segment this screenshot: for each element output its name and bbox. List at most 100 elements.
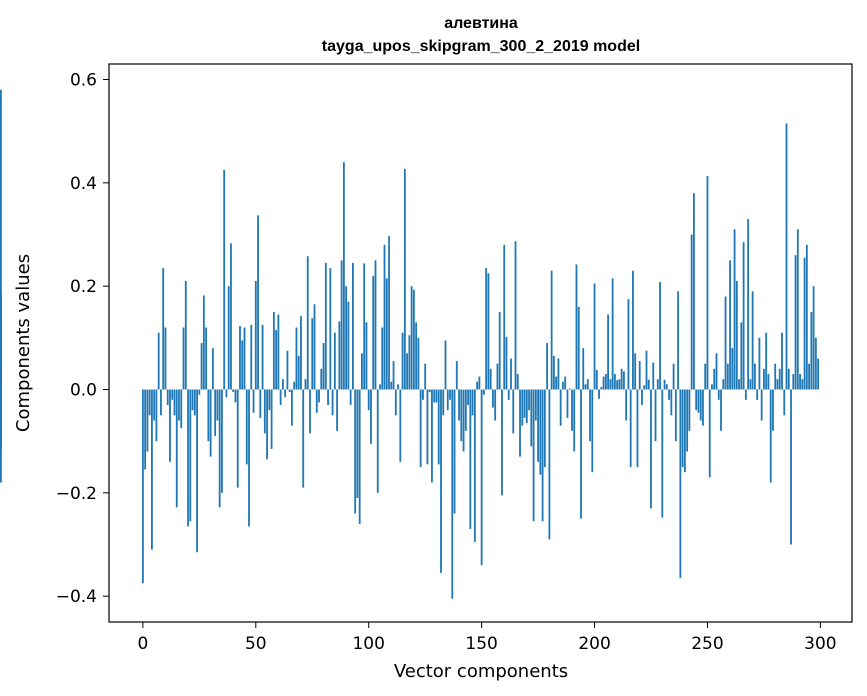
bar (279, 389, 282, 405)
bar (358, 389, 361, 524)
bar (403, 168, 406, 390)
bar (216, 389, 219, 421)
x-tick-label: 300 (804, 634, 836, 654)
bar (543, 389, 546, 467)
bar (645, 350, 648, 390)
chart-subtitle: tayga_upos_skipgram_300_2_2019 model (322, 38, 640, 55)
bar (609, 379, 612, 390)
bar (440, 389, 442, 573)
bar (706, 176, 709, 390)
bar (591, 389, 594, 473)
bar (435, 389, 438, 403)
bar (717, 389, 720, 400)
bar (365, 322, 368, 390)
bar (388, 236, 390, 390)
bar (787, 368, 790, 390)
bar (763, 368, 765, 390)
bar (810, 312, 813, 390)
bar (683, 389, 686, 473)
bar (555, 376, 558, 390)
bar (783, 389, 786, 416)
bar (437, 389, 440, 465)
bar (451, 389, 454, 599)
bar (586, 379, 589, 390)
bar (410, 286, 413, 390)
bar (356, 389, 359, 498)
bar (230, 243, 232, 390)
bar (392, 361, 395, 390)
bar (270, 389, 273, 449)
bar (306, 256, 309, 390)
bar (178, 389, 180, 421)
bar (699, 389, 702, 421)
bar (250, 324, 253, 390)
bar (647, 379, 650, 390)
y-tick-label: 0.4 (70, 174, 97, 194)
bar (340, 260, 343, 390)
bar (345, 286, 348, 390)
bar (200, 343, 203, 390)
bar (521, 389, 524, 426)
bar (187, 389, 189, 527)
bar (248, 389, 250, 527)
bar (428, 389, 431, 393)
bar (564, 376, 567, 390)
bar (175, 389, 178, 508)
bar (241, 340, 244, 390)
bar (322, 343, 325, 390)
bar (776, 379, 779, 390)
bar (571, 389, 573, 431)
bar (223, 169, 226, 390)
bar (401, 332, 404, 390)
bar (672, 363, 675, 390)
bar (760, 389, 763, 421)
bar (512, 389, 515, 434)
bar (550, 270, 553, 390)
bar (681, 389, 684, 467)
x-tick-label: 150 (465, 634, 497, 654)
bar (693, 193, 695, 390)
bar (573, 389, 576, 452)
bar (650, 389, 652, 509)
bar (528, 389, 530, 411)
bar (751, 291, 754, 390)
bar (670, 389, 673, 416)
y-tick-label: 0.6 (70, 71, 97, 91)
bar (155, 389, 158, 442)
bar (720, 389, 722, 431)
bar (349, 389, 352, 405)
bar (643, 385, 646, 390)
bar (641, 389, 643, 405)
bar (785, 123, 788, 390)
bar (758, 337, 761, 390)
bar (218, 389, 221, 508)
bar (236, 389, 239, 488)
bar (311, 318, 314, 390)
bar (473, 389, 476, 542)
bar (376, 389, 379, 493)
bar (295, 327, 298, 390)
bar (629, 389, 632, 467)
bar (546, 343, 549, 390)
bar (731, 348, 734, 390)
bar (661, 389, 664, 518)
y-tick-label: 0.2 (70, 277, 97, 297)
bar (214, 389, 217, 436)
bar (503, 244, 506, 390)
bar (767, 374, 770, 390)
bar (747, 219, 750, 390)
bar (580, 389, 582, 519)
bar (501, 389, 503, 496)
y-tick-label: −0.4 (56, 587, 97, 607)
bar (740, 322, 743, 390)
bar (808, 363, 810, 390)
bar (505, 336, 508, 390)
bar (363, 263, 366, 390)
x-axis-ticks: 0 50 100 150 200 250 300 (137, 622, 837, 654)
bar (794, 255, 797, 390)
bar (383, 244, 386, 390)
bar (695, 389, 698, 411)
bar (151, 389, 153, 550)
bar (805, 244, 808, 390)
bar (510, 358, 512, 390)
